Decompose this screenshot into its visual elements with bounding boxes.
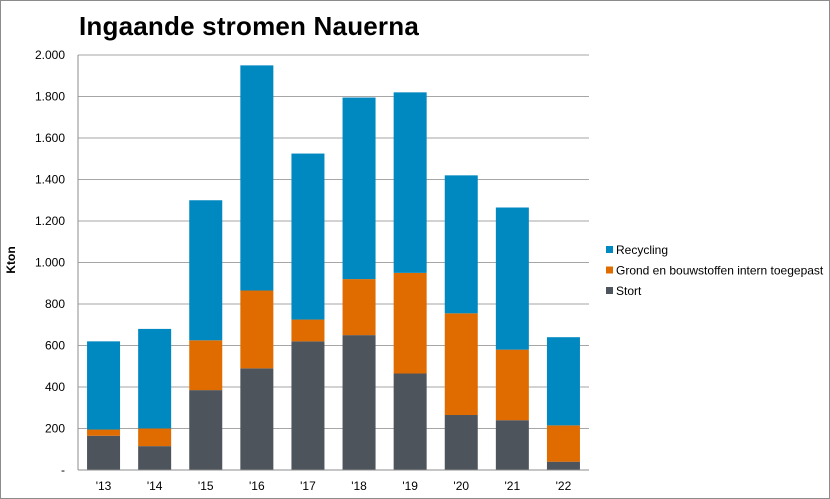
x-tick-label: '14 [147,479,163,493]
bar-segment [546,461,580,470]
bar-segment [138,328,172,429]
y-tick-label: 800 [45,297,65,311]
bar-segment [393,272,427,374]
bars [87,65,580,470]
y-tick-label: - [61,463,65,477]
bar-segment [189,340,223,391]
y-tick-label: 1.800 [35,90,65,104]
chart-title: Ingaande stromen Nauerna [79,11,419,41]
y-tick-label: 2.000 [35,48,65,62]
legend-label: Grond en bouwstoffen intern toegepast [616,264,824,278]
bar-segment [87,341,121,430]
x-tick-label: '16 [249,479,265,493]
axes: - 200 400 600 800 1.000 1.200 1.400 1.600 1.800 2.… [35,48,589,493]
bar-segment [291,153,325,320]
bar-segment [393,373,427,470]
bar-segment [342,97,376,280]
bar-segment [240,368,274,470]
bar-segment [342,335,376,470]
x-tick-label: '20 [453,479,469,493]
bar-segment [444,415,478,470]
bar-segment [546,425,580,462]
x-tick-label: '13 [96,479,112,493]
y-tick-label: 400 [45,380,65,394]
bar-segment [546,337,580,426]
y-tick-label: 1.600 [35,131,65,145]
bar-segment [240,65,274,291]
x-tick-label: '17 [300,479,316,493]
bar-segment [444,175,478,314]
y-tick-label: 600 [45,339,65,353]
legend-label: Recycling [616,243,668,257]
bar-segment [342,279,376,336]
y-tick-label: 1.400 [35,173,65,187]
bar-segment [240,290,274,369]
bar-segment [495,349,529,421]
bar-segment [393,92,427,273]
bar-segment [189,200,223,341]
bar-segment [495,420,529,470]
y-tick-label: 1.200 [35,214,65,228]
bar-segment [291,341,325,470]
y-tick-label: 200 [45,422,65,436]
bar-segment [138,428,172,447]
legend-label: Stort [616,284,642,298]
x-tick-label: '21 [505,479,521,493]
bar-segment [291,319,325,342]
x-tick-label: '15 [198,479,214,493]
x-tick-label: '22 [556,479,572,493]
bar-segment [87,429,121,436]
legend-swatch [606,266,613,274]
x-tick-label: '19 [402,479,418,493]
y-tick-label: 1.000 [35,256,65,270]
legend-swatch [606,287,613,294]
legend-swatch [606,246,613,253]
bar-segment [87,435,121,470]
bar-segment [138,446,172,470]
bar-segment [444,313,478,416]
bar-segment [189,390,223,470]
bar-segment [495,207,529,350]
legend: Recycling Grond en bouwstoffen intern toe… [606,243,824,298]
x-tick-label: '18 [351,479,367,493]
